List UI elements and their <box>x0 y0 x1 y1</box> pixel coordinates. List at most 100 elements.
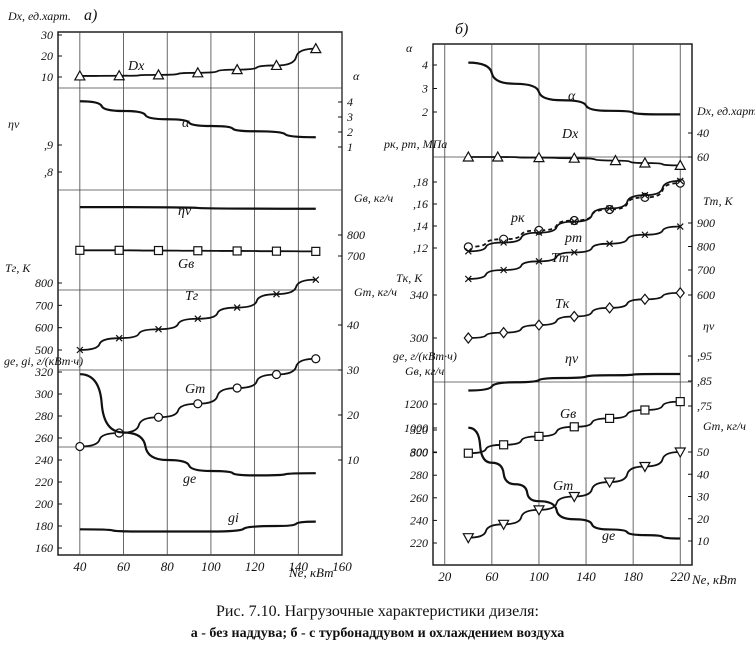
data-point-Gв <box>232 246 242 256</box>
data-point-pт <box>570 218 578 226</box>
data-point-pт <box>464 247 472 255</box>
data-point-Dx <box>270 59 283 71</box>
data-point-Tт <box>535 257 543 265</box>
y-tick-label-Tg: 600 <box>35 321 53 335</box>
data-point-Tт <box>641 231 649 239</box>
y-tick-label-Tg: 700 <box>35 298 53 312</box>
x-tick-label: 100 <box>529 569 549 584</box>
data-point-Gт <box>497 519 510 531</box>
y-tick-label-GT: 50 <box>697 445 709 459</box>
y-tick-label-Dx: 20 <box>41 49 53 63</box>
axis-label-eta: ηv <box>703 319 715 333</box>
series-line-ge <box>468 426 681 540</box>
y-tick-label-Gv: 1200 <box>404 397 428 411</box>
y-tick-label-GT: 10 <box>347 453 359 467</box>
data-point-Tг <box>76 346 84 354</box>
data-point-Gт <box>153 412 164 422</box>
axis-label-Gv: Gв, кг/ч <box>354 191 394 205</box>
data-point-Dx <box>113 69 126 81</box>
data-point-Gв <box>311 246 321 256</box>
y-tick-label-Dx: 40 <box>697 126 709 140</box>
data-point-pк <box>604 204 615 215</box>
y-tick-label-Tt: 700 <box>697 263 715 277</box>
data-point-Dx <box>231 63 244 75</box>
series-line-ηv <box>468 372 681 392</box>
series-line-ηv <box>79 206 316 210</box>
y-tick-label-pk: ,12 <box>413 241 428 255</box>
y-tick-label-Gv: 1000 <box>404 421 428 435</box>
data-point-Dx <box>309 42 322 54</box>
y-tick-label-Gv: 800 <box>410 445 428 459</box>
axis-label-Tg: Tг, K <box>5 261 31 275</box>
data-point-Tк <box>463 332 474 344</box>
data-point-Gт <box>532 505 545 517</box>
y-tick-label-alpha: 3 <box>421 82 428 96</box>
data-point-pк <box>463 242 473 252</box>
data-point-Tг <box>155 325 162 333</box>
y-tick-label-Gv: 800 <box>347 228 365 242</box>
data-point-Gт <box>603 477 616 489</box>
data-point-Dx <box>568 151 581 163</box>
axis-label-GT: Gт, кг/ч <box>703 419 746 433</box>
y-tick-label-Dx: 30 <box>40 28 53 42</box>
data-point-Gт <box>271 369 282 380</box>
data-point-Gв <box>640 405 650 415</box>
axis-label-Dx: Dx, ед.харт. <box>7 9 71 23</box>
y-tick-label-alpha: 4 <box>422 58 428 72</box>
y-tick-label-GT: 30 <box>346 363 359 377</box>
x-axis-label: Ne, кВт <box>691 572 737 587</box>
data-point-Gв <box>604 413 615 423</box>
series-label-ηv: ηv <box>565 352 579 367</box>
data-point-Dx <box>152 68 165 80</box>
y-tick-label-Tk: 300 <box>409 331 428 345</box>
y-tick-label-Dx: 10 <box>41 70 53 84</box>
data-point-Tк <box>675 286 685 299</box>
data-point-Gв <box>114 245 124 255</box>
y-tick-label-ge: 200 <box>35 497 53 511</box>
y-tick-label-pk: ,14 <box>413 219 428 233</box>
y-tick-label-GT: 40 <box>347 318 359 332</box>
y-tick-label-eta: ,8 <box>44 165 53 179</box>
data-point-Tк <box>640 293 650 306</box>
series-label-Gт: Gт <box>553 479 573 494</box>
y-tick-label-ge: 240 <box>410 513 428 527</box>
y-tick-label-ge: 280 <box>410 468 428 482</box>
data-point-Gв <box>675 397 685 407</box>
panel-label: б) <box>455 21 468 38</box>
data-point-Tт <box>606 240 614 248</box>
data-point-pт <box>606 204 614 212</box>
y-tick-label-ge: 220 <box>35 475 53 489</box>
data-point-Gв <box>271 246 282 256</box>
y-tick-label-eta: ,85 <box>697 374 712 388</box>
data-point-Tг <box>233 304 241 311</box>
data-point-pт <box>641 191 649 199</box>
y-tick-label-ge: 160 <box>35 541 53 555</box>
axis-label-alpha: α <box>406 41 413 55</box>
series-label-Dx: Dx <box>127 59 145 74</box>
x-tick-label: 100 <box>201 559 221 574</box>
data-point-pк <box>569 215 579 226</box>
y-tick-label-Tg: 800 <box>35 276 53 290</box>
series-label-Tг: Tг <box>185 289 199 304</box>
y-tick-label-ge: 320 <box>34 365 53 379</box>
series-label-pт: pт <box>564 231 582 246</box>
data-point-Gт <box>568 491 581 503</box>
series-line-gi <box>79 520 316 533</box>
y-tick-label-Tk: 340 <box>409 288 428 302</box>
data-point-Tг <box>115 334 123 342</box>
axis-label-pk: pк, pт, МПа <box>383 137 447 151</box>
axis-label-ge: ge, gi, г/(кВт·ч) <box>4 354 83 368</box>
data-point-Tт <box>500 266 508 274</box>
y-tick-label-ge: 260 <box>410 491 428 505</box>
y-tick-label-GT: 10 <box>697 534 709 548</box>
data-point-Dx <box>73 69 86 81</box>
y-tick-label-ge: 280 <box>35 409 53 423</box>
data-point-Gв <box>193 246 203 256</box>
data-point-Gт <box>75 441 85 452</box>
data-point-Dx <box>191 66 204 78</box>
series-label-pк: pк <box>510 211 525 226</box>
plot-frame <box>432 43 693 566</box>
y-tick-label-eta: ,9 <box>44 138 53 152</box>
data-point-Dx <box>462 150 475 162</box>
figure-caption-title: Рис. 7.10. Нагрузочные характеристики ди… <box>216 603 539 620</box>
